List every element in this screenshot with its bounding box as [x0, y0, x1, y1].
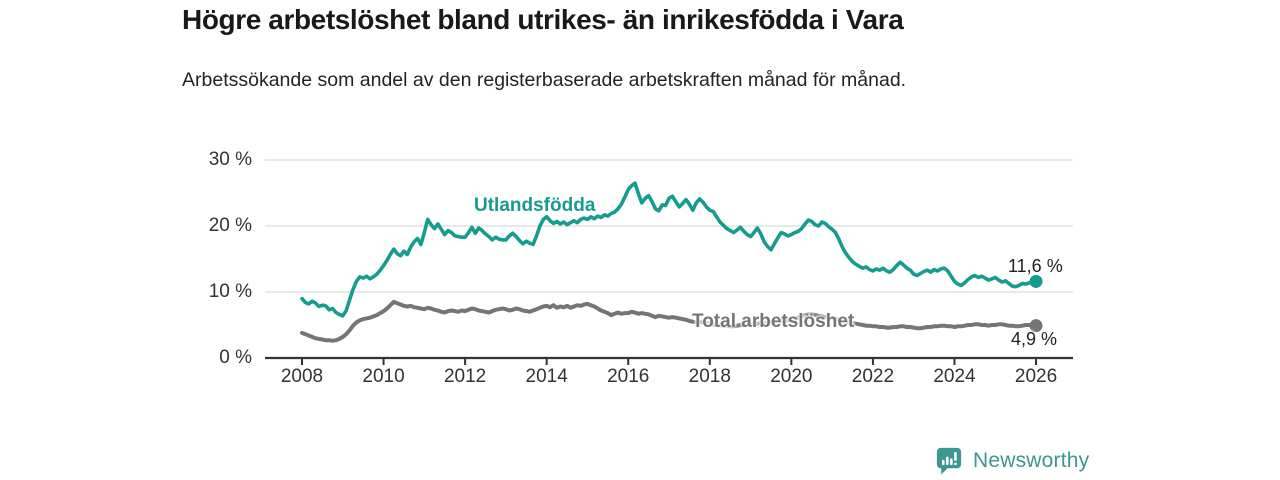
end-value-label-utlandsfodda: 11,6 % [1008, 256, 1063, 276]
x-axis-label: 2024 [933, 366, 976, 387]
y-axis-label-20: 20 % [208, 215, 252, 236]
x-axis-label: 2014 [525, 366, 568, 387]
x-axis-ticks [301, 358, 1038, 365]
series-end-dot-total-arbetsloshet [1029, 319, 1043, 333]
y-axis-label-0: 0 % [219, 347, 252, 368]
series-line-total-arbetsloshet [300, 299, 1038, 343]
logo-bar-short [941, 459, 945, 466]
x-axis-label: 2026 [1014, 366, 1058, 387]
logo-bar-tall [945, 456, 949, 466]
y-axis-label-10: 10 % [208, 281, 252, 302]
x-axis-label: 2012 [443, 366, 487, 387]
logo-exclamation-bar [954, 451, 957, 461]
x-axis-label: 2016 [607, 366, 650, 387]
brand-name: Newsworthy [973, 448, 1090, 472]
end-value-label-total-arbetsloshet: 4,9 % [1011, 329, 1058, 349]
logo-exclamation-dot [954, 462, 957, 466]
page-subtitle: Arbetssökande som andel av den registerb… [182, 69, 907, 91]
x-axis-label: 2010 [362, 366, 405, 387]
gridlines [265, 159, 1073, 293]
x-axis-label: 2008 [280, 366, 324, 387]
brand-footer: Newsworthy [933, 445, 1089, 476]
series-label-utlandsfodda: Utlandsfödda [474, 195, 596, 216]
page-title: Högre arbetslöshet bland utrikes- än inr… [182, 4, 904, 35]
logo-bar-medium [950, 458, 953, 466]
x-axis-label: 2022 [851, 366, 895, 387]
y-axis-label-30: 30 % [208, 149, 252, 170]
newsworthy-chart-bubble-icon [936, 447, 962, 475]
series-end-dot-utlandsfodda [1029, 274, 1043, 288]
series-line-utlandsfodda [300, 181, 1038, 318]
x-axis-label: 2018 [688, 366, 731, 387]
series-label-total-arbetsloshet: Total arbetslöshet [692, 311, 855, 332]
x-axis-label: 2020 [770, 366, 813, 387]
